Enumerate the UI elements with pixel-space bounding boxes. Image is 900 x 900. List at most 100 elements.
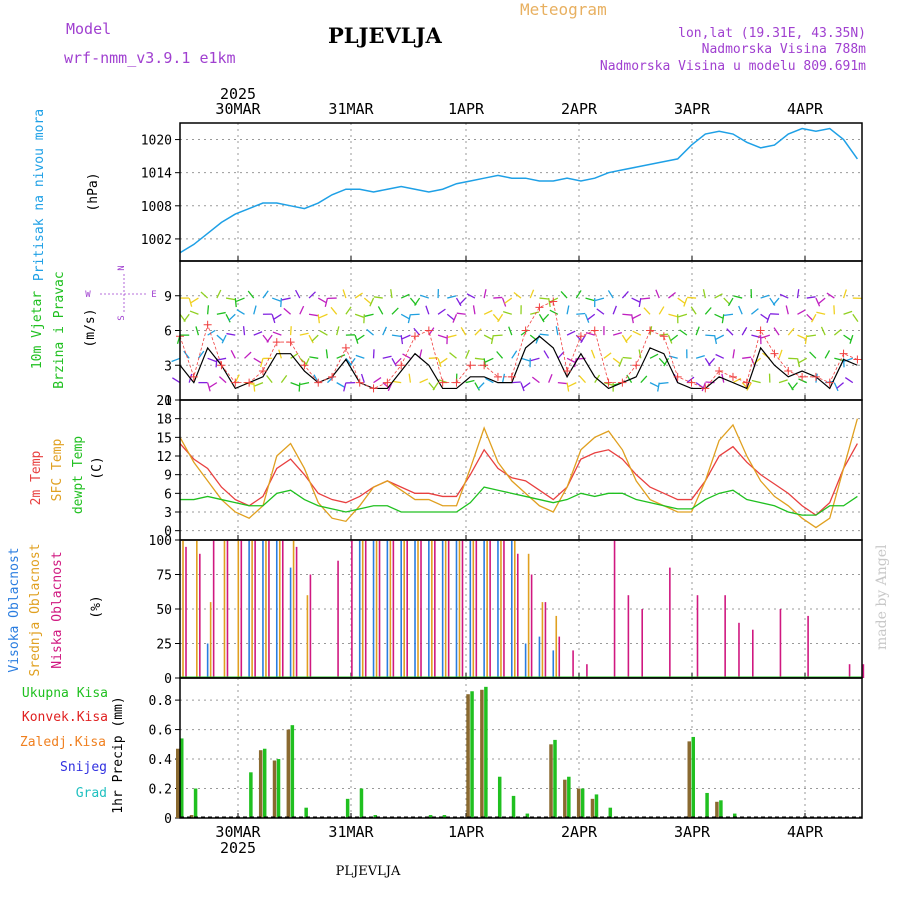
wind-arrow (364, 313, 374, 317)
precip-conv-bar (715, 801, 719, 818)
precip-total-bar (428, 815, 433, 818)
wind-arrow (631, 297, 640, 303)
wind-arrow (834, 357, 844, 361)
gust-marker (646, 326, 655, 335)
top-day-label: 31MAR (328, 100, 374, 118)
wind-arrow (474, 357, 484, 361)
wind-arrow (657, 382, 660, 392)
wind-arrow (407, 314, 412, 324)
wind-arrow (456, 312, 466, 315)
wind-arrow (230, 349, 236, 359)
wind-arrow (833, 382, 839, 392)
wind-arrow (342, 289, 347, 299)
wind-arrow (382, 355, 392, 359)
wind-arrow (228, 313, 236, 321)
wind-arrow (225, 297, 236, 301)
dewpoint-line (180, 486, 858, 516)
wind-arrow (695, 326, 700, 336)
wind-arrow (844, 377, 854, 384)
gust-marker (452, 378, 461, 387)
precip-conv-bar (466, 694, 470, 818)
wind-arrow (336, 326, 340, 336)
precip-ice-label: Zaledj.Kisa (20, 735, 106, 750)
wind-arrow (195, 326, 200, 336)
wind-arrow (520, 382, 525, 392)
gust-marker (203, 320, 212, 329)
wind-arrow (183, 313, 190, 322)
wind-arrow (513, 292, 522, 299)
wind-arrow (621, 290, 629, 299)
wind-arrow (826, 292, 835, 299)
bottom-day-labels: 30MAR 31MAR 1APR 2APR 3APR 4APR (215, 823, 824, 841)
gust-marker (798, 372, 807, 381)
y-tick-label: 25 (156, 638, 172, 653)
precip-conv-bar (549, 744, 553, 818)
wind-arrow (539, 297, 549, 300)
wind-arrow (432, 382, 439, 391)
wind-arrow (356, 334, 365, 341)
wind-arrow (632, 330, 642, 336)
wind-arrow (815, 297, 821, 307)
wind-arrow (474, 328, 482, 336)
wind-arrow (733, 295, 743, 299)
precip-total-bar (719, 800, 723, 818)
wind-arrow (678, 313, 688, 318)
wind-arrow (502, 311, 512, 315)
wind-arrow (299, 357, 308, 365)
wind-arrow (806, 296, 816, 299)
wind-arrow (308, 313, 319, 317)
bottom-day-label: 31MAR (328, 823, 374, 841)
wind-arrow (349, 357, 356, 367)
top-day-label: 4APR (787, 100, 824, 118)
wind-arrow (390, 289, 393, 299)
y-tick-label: 75 (156, 569, 172, 584)
wind-arrow (253, 331, 263, 336)
wind-arrow (579, 375, 586, 384)
gust-marker (217, 361, 226, 370)
wind-arrow (779, 293, 789, 299)
wind-arrow (659, 381, 669, 385)
wind-arrow (266, 334, 273, 343)
wind-arrow (425, 305, 430, 315)
gust-marker (715, 367, 724, 376)
wind-arrow (207, 329, 216, 336)
gust-marker (355, 378, 364, 387)
wind-arrow (607, 290, 614, 299)
wind-arrow (208, 382, 218, 388)
wind-arrow (625, 334, 633, 343)
precip-total-bar (484, 686, 488, 818)
precip-conv-label: Konvek.Kisa (22, 710, 108, 725)
precip-total-bar (290, 725, 295, 818)
wind-speed-line (179, 335, 858, 390)
wind-label: 10m Vjetar (30, 291, 45, 369)
wind-arrow (281, 297, 291, 301)
wind-arrow (460, 327, 467, 336)
precip-total-bar (193, 788, 198, 818)
wind-arrow (714, 293, 723, 299)
temp2m-label: 2m Temp (29, 450, 44, 505)
wind-arrow (531, 376, 540, 384)
precip-conv-bar (176, 748, 180, 818)
precip-conv-bar (258, 750, 263, 818)
bottom-day-label: 2APR (561, 823, 598, 841)
wind-arrow (354, 313, 364, 318)
precip-conv-bar (576, 788, 581, 818)
wind-arrow (587, 313, 596, 321)
wind-arrow (483, 309, 493, 315)
wind-arrow (413, 327, 421, 336)
wind-arrow (437, 308, 446, 315)
wind-arrow (753, 357, 762, 365)
wind-arrow (560, 290, 568, 299)
precip-total-bar (249, 772, 253, 818)
wind-arrow (704, 307, 712, 315)
wind-arrow (622, 313, 632, 316)
wind-arrow (576, 312, 586, 315)
top-day-label: 2APR (561, 100, 598, 118)
wind-arrow (638, 349, 642, 359)
wind-arrow (234, 297, 237, 308)
wind-arrow (253, 305, 257, 315)
wind-arrow (299, 305, 305, 315)
wind-arrow (641, 297, 651, 300)
wind-arrow (317, 314, 320, 324)
